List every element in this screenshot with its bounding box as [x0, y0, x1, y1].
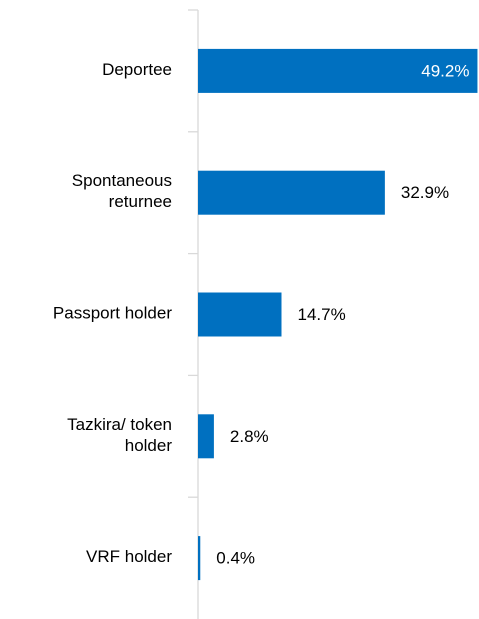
- value-label: 2.8%: [230, 427, 269, 446]
- category-label: Spontaneous returnee: [72, 172, 172, 212]
- bar: [198, 414, 214, 459]
- bar: [198, 48, 478, 93]
- value-label: 49.2%: [421, 61, 469, 80]
- value-label: 14.7%: [297, 305, 345, 324]
- bar: [198, 536, 201, 581]
- value-label: 32.9%: [401, 183, 449, 202]
- category-label: Tazkira/ token holder: [67, 415, 172, 455]
- bar: [198, 170, 385, 215]
- category-label: Deportee: [102, 60, 172, 79]
- bar: [198, 292, 282, 337]
- category-label: Passport holder: [53, 304, 172, 323]
- value-label: 0.4%: [216, 549, 255, 568]
- category-label: VRF holder: [86, 548, 172, 567]
